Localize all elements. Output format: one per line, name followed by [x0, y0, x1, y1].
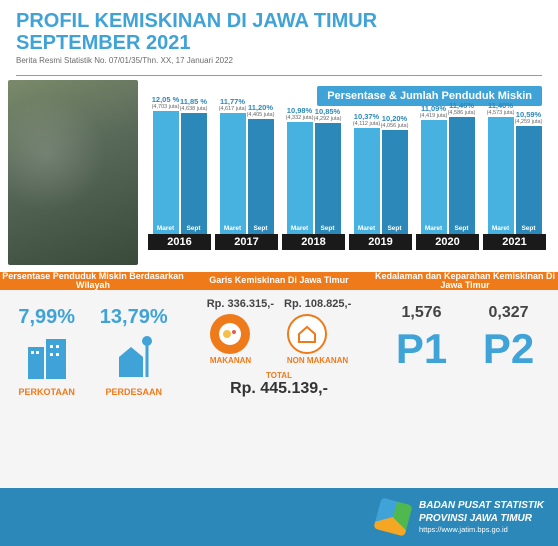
nonmakanan-value: Rp. 108.825,-	[284, 298, 351, 310]
perdesaan-label: PERDESAAN	[100, 387, 168, 397]
perkotaan-label: PERKOTAAN	[18, 387, 75, 397]
section-1-title: Persentase Penduduk Miskin Berdasarkan W…	[0, 272, 186, 290]
main-title: PROFIL KEMISKINAN DI JAWA TIMUR SEPTEMBE…	[16, 10, 542, 54]
year-label: 2021	[483, 234, 546, 250]
top-section: Persentase & Jumlah Penduduk Miskin 12,0…	[0, 76, 558, 272]
village-icon	[111, 333, 157, 383]
perdesaan-metric: 13,79% PERDESAAN	[100, 306, 168, 397]
garis-panel: Rp. 336.315,- Rp. 108.825,- MAKANAN NON …	[186, 290, 372, 488]
bps-logo-icon	[373, 497, 412, 536]
footer-text: BADAN PUSAT STATISTIK PROVINSI JAWA TIMU…	[419, 499, 544, 535]
year-group: 11,09%(4,419 juta)Maret11,46%(4,586 juta…	[416, 106, 479, 250]
nonmakanan-label: NON MAKANAN	[287, 356, 348, 365]
p2-label: P2	[483, 328, 534, 370]
subtitle: Berita Resmi Statistik No. 07/01/35/Thn.…	[16, 56, 542, 65]
wilayah-panel: 7,99% PERKOTAAN 13,79% PERDESAAN	[0, 290, 186, 488]
bar: 10,59%(4,259 juta)Sept	[516, 126, 542, 234]
p2-value: 0,327	[483, 304, 534, 322]
year-label: 2016	[148, 234, 211, 250]
house-icon	[287, 314, 327, 354]
bar-chart: Persentase & Jumlah Penduduk Miskin 12,0…	[138, 80, 550, 272]
bar: 11,09%(4,419 juta)Maret	[421, 120, 447, 234]
p2-metric: 0,327 P2	[483, 304, 534, 370]
bar: 10,37%(4,112 juta)Maret	[354, 128, 380, 234]
section-header-bar: Persentase Penduduk Miskin Berdasarkan W…	[0, 272, 558, 290]
infographic-root: PROFIL KEMISKINAN DI JAWA TIMUR SEPTEMBE…	[0, 0, 558, 501]
year-group: 11,77%(4,617 juta)Maret11,20%(4,405 juta…	[215, 106, 278, 250]
total-label: TOTAL	[192, 371, 366, 380]
p1-value: 1,576	[396, 304, 447, 322]
year-group: 10,98%(4,332 juta)Maret10,85%(4,292 juta…	[282, 106, 345, 250]
bar: 12,05 %(4,703 juta)Maret	[153, 111, 179, 234]
footer-url: https://www.jatim.bps.go.id	[419, 525, 544, 535]
makanan-label: MAKANAN	[210, 356, 251, 365]
header: PROFIL KEMISKINAN DI JAWA TIMUR SEPTEMBE…	[0, 0, 558, 71]
p1p2-panel: 1,576 P1 0,327 P2	[372, 290, 558, 488]
year-group: 11,40%(4,573 juta)Maret10,59%(4,259 juta…	[483, 106, 546, 250]
year-label: 2018	[282, 234, 345, 250]
perkotaan-metric: 7,99% PERKOTAAN	[18, 306, 75, 397]
bottom-section: 7,99% PERKOTAAN 13,79% PERDESAAN Rp. 336	[0, 290, 558, 488]
p1-metric: 1,576 P1	[396, 304, 447, 370]
bar: 11,46%(4,586 juta)Sept	[449, 117, 475, 234]
title-line-1: PROFIL KEMISKINAN DI JAWA TIMUR	[16, 10, 377, 32]
city-icon	[24, 333, 70, 383]
bar: 11,85 %(4,638 juta)Sept	[181, 113, 207, 234]
perdesaan-value: 13,79%	[100, 306, 168, 329]
bar: 10,98%(4,332 juta)Maret	[287, 122, 313, 234]
perkotaan-value: 7,99%	[18, 306, 75, 329]
year-group: 10,37%(4,112 juta)Maret10,20%(4,056 juta…	[349, 106, 412, 250]
footer: BADAN PUSAT STATISTIK PROVINSI JAWA TIMU…	[0, 488, 558, 546]
year-label: 2017	[215, 234, 278, 250]
year-group: 12,05 %(4,703 juta)Maret11,85 %(4,638 ju…	[148, 106, 211, 250]
footer-line-2: PROVINSI JAWA TIMUR	[419, 512, 544, 525]
poverty-photo	[8, 80, 138, 265]
footer-line-1: BADAN PUSAT STATISTIK	[419, 499, 544, 512]
p1-label: P1	[396, 328, 447, 370]
bar: 11,40%(4,573 juta)Maret	[488, 117, 514, 234]
food-icon	[210, 314, 250, 354]
year-label: 2020	[416, 234, 479, 250]
bar: 10,20%(4,056 juta)Sept	[382, 130, 408, 234]
bar: 11,20%(4,405 juta)Sept	[248, 119, 274, 234]
title-line-2: SEPTEMBER 2021	[16, 32, 191, 54]
section-3-title: Kedalaman dan Keparahan Kemiskinan Di Ja…	[372, 272, 558, 290]
year-label: 2019	[349, 234, 412, 250]
bar: 11,77%(4,617 juta)Maret	[220, 113, 246, 234]
section-2-title: Garis Kemiskinan Di Jawa Timur	[186, 272, 372, 290]
total-value: Rp. 445.139,-	[192, 380, 366, 398]
makanan-value: Rp. 336.315,-	[207, 298, 274, 310]
bar: 10,85%(4,292 juta)Sept	[315, 123, 341, 234]
